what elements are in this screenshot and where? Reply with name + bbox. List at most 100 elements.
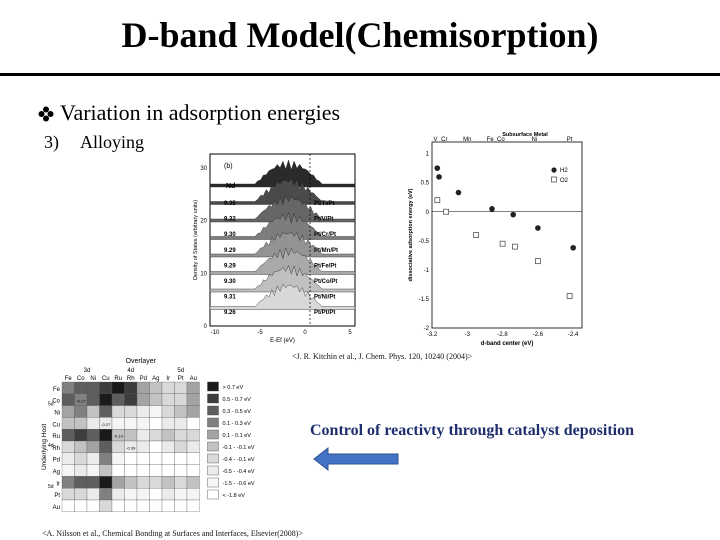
row-header: Cu <box>52 422 60 428</box>
top-metal-label: Cr <box>441 137 447 143</box>
dos-nd-value: 9.29 <box>224 263 236 269</box>
table-cell <box>149 417 163 430</box>
dos-panel-label: (b) <box>224 163 233 170</box>
y-tick: -1.5 <box>419 297 430 303</box>
table-cell <box>86 476 100 489</box>
y-tick: 0.5 <box>421 181 430 187</box>
table-cell <box>124 499 138 512</box>
table-cell <box>74 464 88 477</box>
dos-y-tick: 0 <box>204 324 208 330</box>
table-cell <box>74 417 88 430</box>
table-cell <box>161 464 175 477</box>
column-header: Fe <box>65 376 73 382</box>
dos-curve <box>209 231 356 258</box>
column-header: Ru <box>114 376 122 382</box>
table-cell <box>161 440 175 453</box>
bullet-item: Variation in adsorption energies <box>38 100 340 128</box>
dos-curve <box>209 283 356 310</box>
table-cell <box>61 476 75 489</box>
dos-curve <box>209 178 356 205</box>
table-cell <box>174 488 188 501</box>
table-cell <box>124 405 138 418</box>
table-cell <box>124 476 138 489</box>
legend-swatch <box>207 453 219 464</box>
dos-nd-value: 9.35 <box>224 201 236 207</box>
cell-value: -0.14 <box>114 434 124 439</box>
dos-nd-header: Nd <box>226 183 235 190</box>
table-cell <box>124 393 138 406</box>
column-header: Pt <box>178 376 184 382</box>
column-header: Ag <box>152 376 159 382</box>
table-cell <box>186 393 200 406</box>
table-cell <box>161 417 175 430</box>
table-cell <box>61 499 75 512</box>
x-tick: -3 <box>465 332 471 338</box>
h2-point <box>535 225 541 231</box>
row-group-5d: 5d <box>48 402 54 408</box>
table-cell <box>86 440 100 453</box>
table-cell <box>136 381 150 394</box>
table-cell <box>124 417 138 430</box>
dos-nd-value: 9.29 <box>224 248 236 254</box>
table-cell <box>86 393 100 406</box>
legend-label: -0.1 - -0.1 eV <box>223 445 255 451</box>
table-cell <box>61 429 75 442</box>
column-header: Au <box>190 376 197 382</box>
table-cell <box>111 393 125 406</box>
table-cell <box>186 429 200 442</box>
legend-o2-marker <box>551 176 557 183</box>
table-cell <box>99 452 113 465</box>
dos-row-label: Pt/Ni/Pt <box>314 295 335 301</box>
dos-nd-value: 9.32 <box>224 217 236 223</box>
x-tick: -2.6 <box>533 332 544 338</box>
table-cell <box>74 381 88 394</box>
table-cell <box>174 417 188 430</box>
column-header: Pd <box>140 376 147 382</box>
legend-swatch <box>207 489 219 500</box>
o2-point <box>566 293 573 299</box>
row-header: Pt <box>54 493 60 499</box>
dos-y-tick: 20 <box>200 219 207 225</box>
dos-nd-value: 9.30 <box>224 279 236 285</box>
arrow-shape <box>313 446 399 472</box>
table-cell <box>174 464 188 477</box>
h2-point <box>570 244 576 251</box>
table-cell <box>99 476 113 489</box>
legend-swatch <box>207 429 219 440</box>
y-tick: -1 <box>424 268 430 274</box>
legend-o2-label: O2 <box>560 178 569 184</box>
table-cell <box>99 405 113 418</box>
dos-figure: (b) Nd 9.35 Pt/Ti/Pt 9.32 Pt/V/Pt 9.30 Pt/Cr/Pt… <box>193 153 356 344</box>
y-tick: 0 <box>426 210 430 216</box>
table-cell <box>149 464 163 477</box>
sub-item-number: 3) <box>44 132 59 152</box>
dos-ylabel: Density of States (arbitrary units) <box>193 200 199 280</box>
o2-point <box>534 258 541 265</box>
dos-x-tick: -5 <box>257 330 263 336</box>
table-cell <box>186 440 200 453</box>
table-cell <box>61 405 75 418</box>
column-header: Rh <box>127 376 135 382</box>
table-cell <box>74 452 88 465</box>
h2-point <box>510 211 516 218</box>
table-cell <box>74 429 88 442</box>
legend-swatch <box>207 465 219 476</box>
table-cell <box>86 417 100 430</box>
dos-curve <box>209 211 356 240</box>
table-cell <box>99 488 113 501</box>
table-cell <box>186 381 200 394</box>
legend-label: > 0.7 eV <box>223 385 244 391</box>
overlayer-table-panel: Overlayer 3d 4d 5d Fe Co Ni Cu Ru Rh Pd Ag Ir Pt Au Fe C… <box>40 354 300 534</box>
legend-swatch <box>207 417 219 428</box>
table-cell <box>186 405 200 418</box>
dos-x-tick: 5 <box>348 330 352 336</box>
table-cell <box>86 499 100 512</box>
legend-label: 0.1 - 0.3 eV <box>223 421 252 427</box>
citation-kitchin: <J. R. Kitchin et al., J. Chem. Phys. 12… <box>292 352 473 361</box>
dos-xlabel: E-Ef (eV) <box>270 338 295 344</box>
table-cell <box>99 464 113 477</box>
top-metal-label: Fe <box>487 137 495 143</box>
y-tick: 1 <box>426 152 430 158</box>
table-cell <box>99 440 113 453</box>
table-cell <box>111 464 125 477</box>
